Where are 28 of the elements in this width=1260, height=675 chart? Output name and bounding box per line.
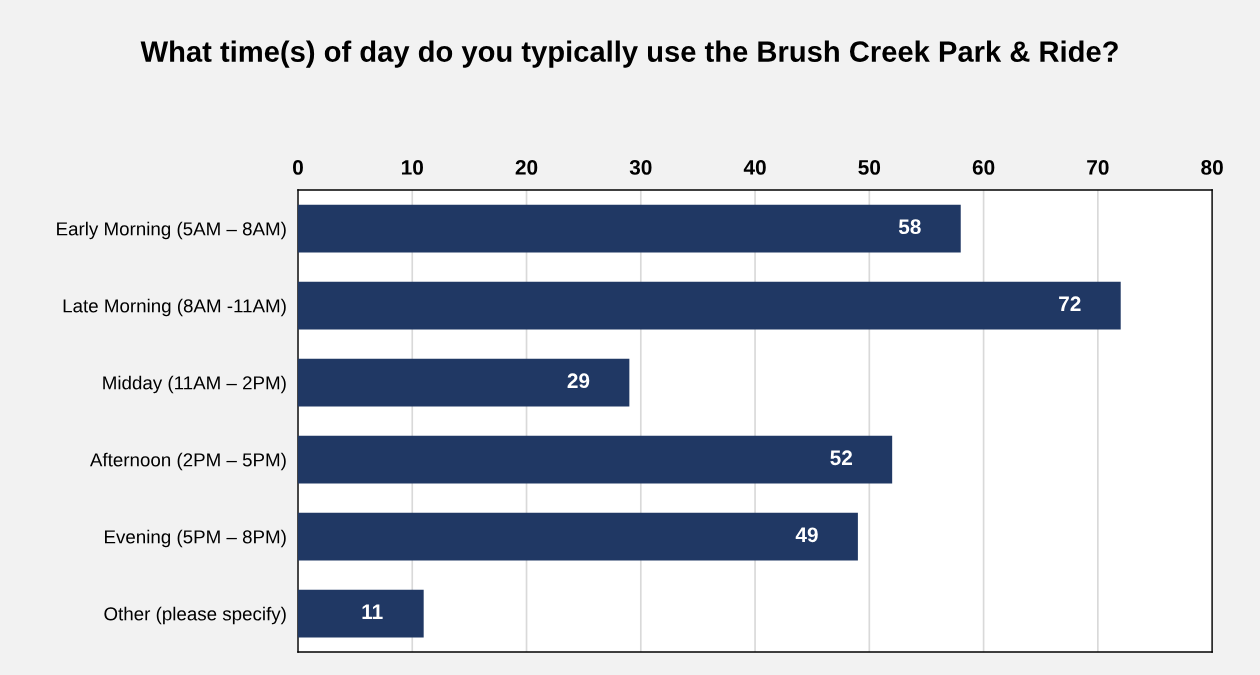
data-label: 29 — [567, 373, 590, 389]
x-tick-label: 10 — [401, 160, 423, 175]
data-label: 72 — [1059, 296, 1081, 311]
bar — [297, 358, 630, 407]
x-tick-label: 40 — [743, 160, 766, 175]
x-tick-label: 60 — [972, 160, 995, 175]
data-label: 52 — [830, 450, 853, 466]
x-tick-label: 30 — [629, 160, 652, 175]
x-tick-label: 50 — [858, 160, 881, 175]
y-tick-label: Afternoon (2PM – 5PM) — [89, 452, 286, 471]
x-tick-label: 70 — [1087, 160, 1109, 175]
bar — [297, 589, 424, 638]
bar — [297, 281, 1121, 330]
y-tick-label: Other (please specify) — [104, 606, 286, 625]
y-tick-label: Midday (11AM – 2PM) — [103, 375, 286, 394]
x-tick-label: 80 — [1201, 160, 1223, 175]
data-label: 49 — [795, 527, 818, 543]
x-tick-label: 0 — [293, 160, 303, 175]
y-tick-label: Late Morning (8AM -11AM) — [63, 298, 286, 317]
bar — [297, 204, 961, 253]
chart-title: What time(s) of day do you typically use the Brush Creek Park & Ride? — [140, 40, 1118, 68]
data-label: 11 — [362, 604, 383, 619]
bar — [297, 435, 893, 484]
bar — [297, 512, 858, 561]
y-tick-label: Early Morning (5AM – 8AM) — [57, 221, 286, 240]
y-tick-label: Evening (5PM – 8PM) — [105, 529, 286, 548]
data-label: 58 — [898, 219, 921, 235]
x-tick-label: 20 — [515, 160, 538, 175]
